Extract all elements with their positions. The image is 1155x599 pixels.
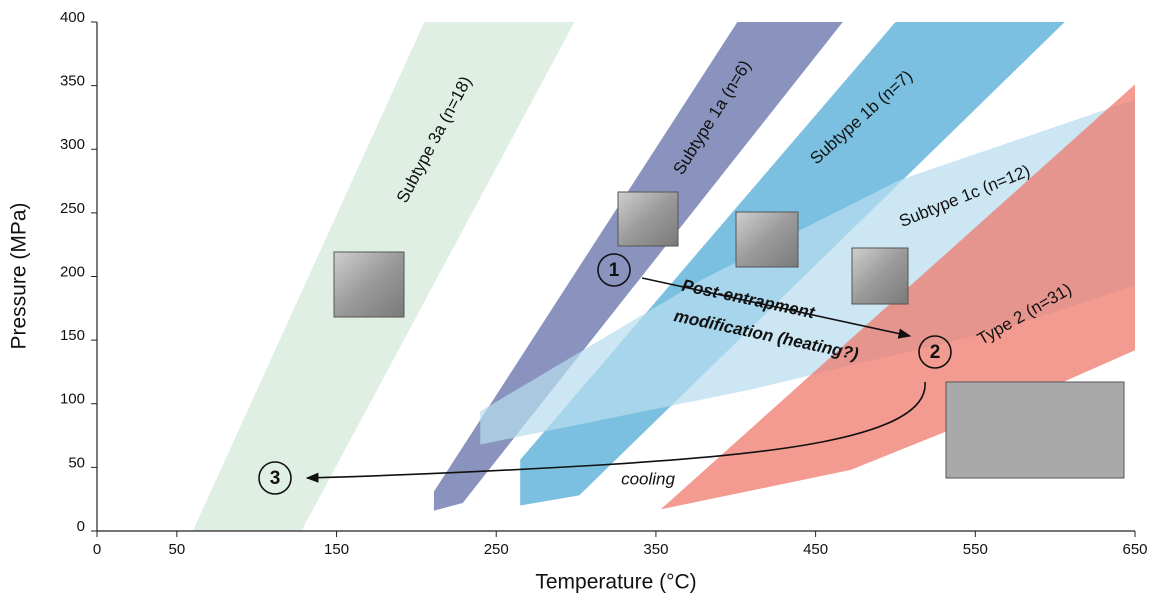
photo <box>334 252 404 317</box>
photo <box>618 192 678 246</box>
x-tick-label: 0 <box>93 541 101 558</box>
y-tick-label: 150 <box>60 327 85 344</box>
photo <box>946 382 1124 478</box>
y-axis-label: Pressure (MPa) <box>8 202 31 349</box>
y-tick-label: 400 <box>60 9 85 26</box>
annotation: cooling <box>621 469 675 488</box>
x-tick-label: 450 <box>803 541 828 558</box>
x-tick-label: 150 <box>324 541 349 558</box>
x-tick-label: 350 <box>643 541 668 558</box>
photo <box>736 212 798 267</box>
y-tick-label: 250 <box>60 200 85 217</box>
step-label: 3 <box>270 468 281 489</box>
x-tick-label: 650 <box>1122 541 1147 558</box>
x-tick-label: 250 <box>484 541 509 558</box>
x-axis-label: Temperature (°C) <box>535 571 696 594</box>
y-tick-label: 0 <box>77 518 85 535</box>
y-tick-label: 200 <box>60 263 85 280</box>
y-tick-label: 50 <box>68 454 85 471</box>
y-tick-label: 300 <box>60 136 85 153</box>
step-label: 1 <box>609 260 620 281</box>
x-tick-label: 50 <box>169 541 186 558</box>
photo <box>852 248 908 304</box>
y-tick-label: 350 <box>60 73 85 90</box>
step-label: 2 <box>930 342 941 363</box>
chart: Subtype 3a (n=18)Subtype 1a (n=6)Subtype… <box>0 0 1155 599</box>
y-tick-label: 100 <box>60 391 85 408</box>
page: {"chart_data":{"type":"area", "x_label":… <box>0 0 1155 599</box>
x-tick-label: 550 <box>963 541 988 558</box>
